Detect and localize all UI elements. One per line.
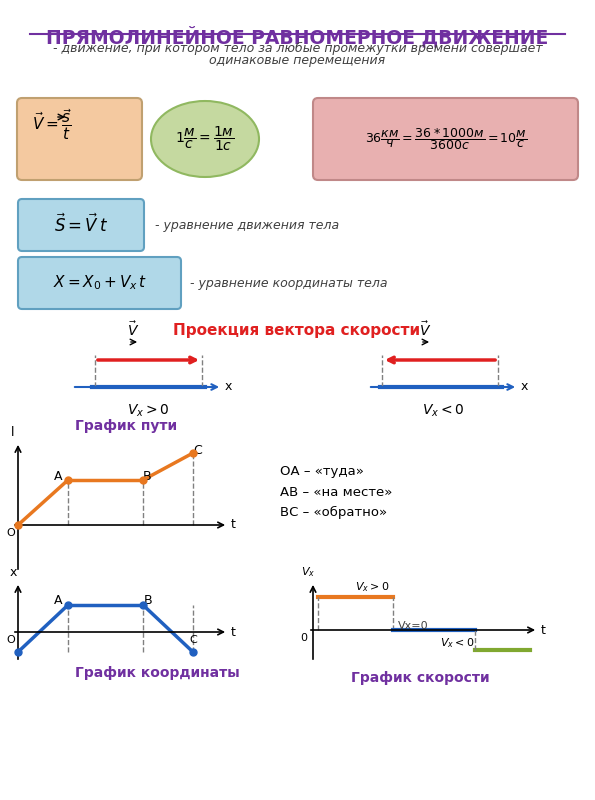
Text: x: x xyxy=(225,381,233,394)
Text: $V_x < 0$: $V_x < 0$ xyxy=(422,403,464,419)
Text: $V_x > 0$: $V_x > 0$ xyxy=(127,403,169,419)
Text: t: t xyxy=(231,626,236,638)
Text: B: B xyxy=(143,470,151,482)
FancyBboxPatch shape xyxy=(313,98,578,180)
Text: ВС – «обратно»: ВС – «обратно» xyxy=(280,506,387,518)
Text: $V_x > 0$: $V_x > 0$ xyxy=(355,580,390,594)
FancyBboxPatch shape xyxy=(18,257,181,309)
Text: t: t xyxy=(541,623,546,637)
Text: $1\dfrac{м}{с} = \dfrac{1м}{1с}$: $1\dfrac{м}{с} = \dfrac{1м}{1с}$ xyxy=(176,125,234,153)
Ellipse shape xyxy=(151,101,259,177)
Text: $36\dfrac{км}{ч} = \dfrac{36 * 1000м}{3600с} = 10\dfrac{м}{с}$: $36\dfrac{км}{ч} = \dfrac{36 * 1000м}{36… xyxy=(365,126,527,152)
Text: $\vec{V}$: $\vec{V}$ xyxy=(127,320,139,339)
Text: C: C xyxy=(189,635,197,645)
Text: x: x xyxy=(10,566,17,579)
Text: одинаковые перемещения: одинаковые перемещения xyxy=(209,54,386,66)
FancyBboxPatch shape xyxy=(18,199,144,251)
Text: l: l xyxy=(11,426,15,439)
Text: O: O xyxy=(7,635,15,645)
Text: $\vec{V}$: $\vec{V}$ xyxy=(419,320,431,339)
Text: - движение, при котором тело за любые промежутки времени совершает: - движение, при котором тело за любые пр… xyxy=(53,42,542,54)
Text: t: t xyxy=(231,518,236,531)
Text: O: O xyxy=(7,528,15,538)
Text: x: x xyxy=(521,381,528,394)
Text: A: A xyxy=(54,594,62,607)
Text: $\vec{V} = \dfrac{\vec{s}}{t}$: $\vec{V} = \dfrac{\vec{s}}{t}$ xyxy=(32,108,72,142)
Text: C: C xyxy=(193,443,202,457)
Text: ПРЯМОЛИНЕЙНОЕ РАВНОМЕРНОЕ ДВИЖЕНИЕ: ПРЯМОЛИНЕЙНОЕ РАВНОМЕРНОЕ ДВИЖЕНИЕ xyxy=(46,26,549,47)
Text: A: A xyxy=(54,470,62,482)
Text: - уравнение движения тела: - уравнение движения тела xyxy=(155,218,339,231)
Text: $V_x$: $V_x$ xyxy=(301,565,315,579)
Text: График скорости: График скорости xyxy=(350,671,489,685)
Text: $V_x < 0$: $V_x < 0$ xyxy=(440,636,474,650)
Text: $X = X_0 + V_x\,t$: $X = X_0 + V_x\,t$ xyxy=(53,274,147,292)
Text: ОА – «туда»: ОА – «туда» xyxy=(280,466,364,478)
Text: График координаты: График координаты xyxy=(75,666,240,680)
FancyBboxPatch shape xyxy=(17,98,142,180)
Text: $\vec{S} = \vec{V}\,t$: $\vec{S} = \vec{V}\,t$ xyxy=(54,214,108,236)
Text: График пути: График пути xyxy=(75,419,177,433)
Text: 0: 0 xyxy=(300,633,308,643)
Text: АВ – «на месте»: АВ – «на месте» xyxy=(280,486,392,498)
Text: Проекция вектора скорости: Проекция вектора скорости xyxy=(173,322,421,338)
Text: Vx=0: Vx=0 xyxy=(398,621,428,631)
Text: B: B xyxy=(143,594,152,607)
Text: - уравнение координаты тела: - уравнение координаты тела xyxy=(190,277,387,290)
